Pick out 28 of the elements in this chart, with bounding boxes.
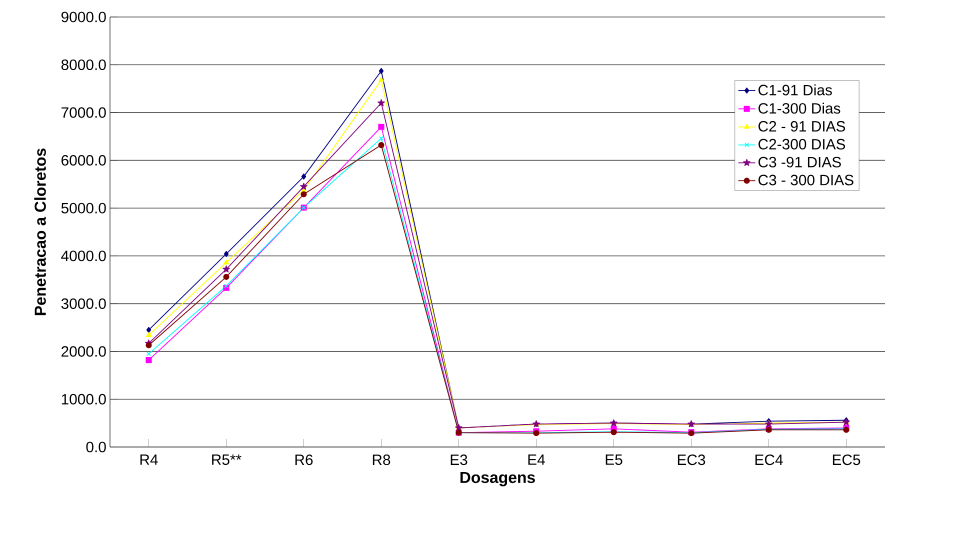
x-tick-label: EC4 (755, 454, 783, 466)
x-tick-label: EC5 (832, 454, 860, 466)
y-tick-label: 8000.0 (61, 59, 106, 70)
x-tick-label: E3 (450, 454, 468, 466)
x-axis-title: Dosagens (460, 472, 535, 486)
y-tick-label: 0.0 (86, 442, 106, 452)
y-tick-label: 3000.0 (61, 298, 106, 309)
legend-label: C2-300 DIAS (758, 138, 846, 150)
x-tick-label: EC3 (678, 454, 706, 466)
y-tick-label: 7000.0 (62, 107, 106, 118)
y-tick-label: 9000.0 (61, 12, 106, 22)
y-tick-label: 6000.0 (62, 155, 106, 166)
legend-label: C3 -91 DIAS (758, 156, 841, 168)
x-tick-label: E5 (606, 454, 622, 465)
legend-label: C3 - 300 DIAS (758, 174, 854, 186)
legend-label: C1-91 Dias (758, 84, 832, 96)
x-tick-label: R4 (140, 454, 158, 465)
y-tick-label: 4000.0 (61, 250, 106, 262)
legend-label: C1-300 Dias (758, 102, 840, 114)
legend-label: C2 - 91 DIAS (758, 121, 846, 132)
x-tick-label: R6 (295, 454, 313, 466)
x-tick-label: R8 (372, 454, 390, 466)
x-tick-label: R5** (212, 454, 242, 465)
y-tick-label: 5000.0 (61, 202, 106, 214)
y-tick-label: 2000.0 (62, 346, 106, 357)
y-tick-label: 1000.0 (62, 394, 106, 405)
x-tick-label: E4 (528, 454, 545, 465)
y-axis-title: Penetracao a Cloretos (34, 148, 46, 316)
